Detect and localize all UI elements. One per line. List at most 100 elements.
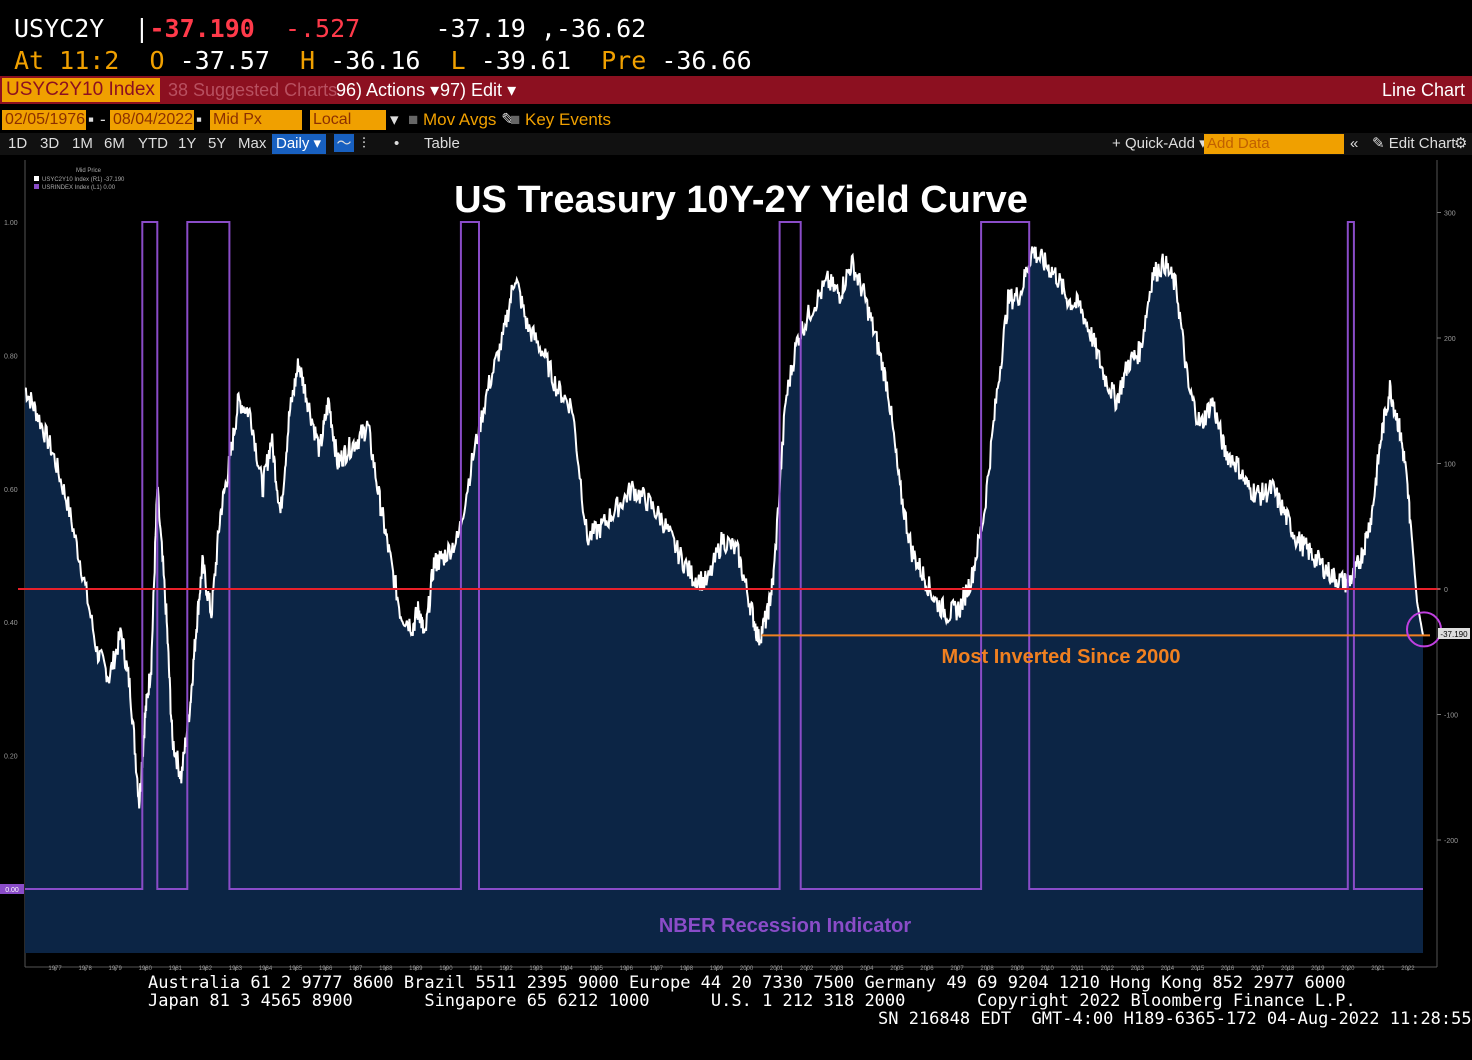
chevron-down-icon: ▾ <box>430 80 440 100</box>
period-toolbar: 1D 3D 1M 6M YTD 1Y 5Y Max Daily ▾ 〜 ⫶ • … <box>0 133 1472 155</box>
period-ytd[interactable]: YTD <box>138 135 168 152</box>
x-tick-label: 2005 <box>890 966 904 972</box>
quote-line-2: At 11:2 O -37.57 H -36.16 L -39.61 Pre -… <box>14 46 752 76</box>
key-events-label: Key Events <box>525 110 612 129</box>
plus-icon: + <box>1112 135 1121 152</box>
spread-area <box>25 246 1423 953</box>
x-tick-label: 2006 <box>920 966 934 972</box>
period-3d[interactable]: 3D <box>40 135 60 152</box>
quote-line-1: USYC2Y |-37.190 -.527 -37.19 ,-36.62 <box>14 14 647 43</box>
x-tick-label: 1978 <box>78 966 92 972</box>
most-inverted-label: Most Inverted Since 2000 <box>942 646 1181 668</box>
x-tick-label: 2013 <box>1131 966 1145 972</box>
edit-label: 97) Edit <box>440 80 503 100</box>
last-price: -37.190 <box>149 14 255 43</box>
chart-type-label: Line Chart <box>1382 80 1466 100</box>
quick-add-label: Quick-Add <box>1124 135 1195 152</box>
open-value: -37.57 <box>179 46 270 75</box>
date-toolbar: 02/05/1976 ▪ - 08/04/2022 ▪ Mid Px Local… <box>0 108 1472 148</box>
recession-value-tag: 0.00 <box>0 884 24 894</box>
security-field[interactable]: USYC2Y10 Index <box>2 78 160 102</box>
prev-value: -36.66 <box>661 46 752 75</box>
actions-menu[interactable]: 96) Actions ▾ <box>336 78 439 102</box>
pencil-icon: ✎ <box>1372 135 1385 152</box>
recession-indicator-line <box>25 221 1423 890</box>
period-5y[interactable]: 5Y <box>208 135 227 152</box>
price-field-select[interactable]: Mid Px <box>210 110 302 130</box>
pencil-icon: ✎ <box>501 110 516 129</box>
current-value-label: -37.190 <box>1440 630 1468 639</box>
table-button[interactable]: Table <box>424 135 460 152</box>
edit-chart-button[interactable]: ✎ Edit Chart <box>1372 134 1455 154</box>
gear-icon[interactable]: ⚙ <box>1454 135 1468 152</box>
left-tick-label: 0.60 <box>4 487 18 494</box>
period-6m[interactable]: 6M <box>104 135 125 152</box>
chevron-down-icon: ▾ <box>313 135 322 152</box>
x-tick-label: 1994 <box>559 966 573 972</box>
x-tick-label: 2020 <box>1341 966 1355 972</box>
x-tick-label: 1988 <box>379 966 393 972</box>
x-tick-label: 1993 <box>529 966 543 972</box>
x-tick-label: 2010 <box>1041 966 1055 972</box>
x-tick-label: 1999 <box>710 966 724 972</box>
x-tick-label: 1980 <box>139 966 153 972</box>
mov-avgs-toggle[interactable]: ■ Mov Avgs ✎ <box>408 110 515 130</box>
yield-curve-chart: 1.00 0.80 0.60 0.40 0.20 0.00 300 200 100 0 -100 -… <box>0 155 1472 975</box>
x-tick-label: 2011 <box>1071 966 1085 972</box>
ticker: USYC2Y <box>14 14 105 43</box>
period-1d[interactable]: 1D <box>8 135 28 152</box>
bar-style-icon[interactable]: ⫶ <box>362 135 366 152</box>
chart-toolbar: USYC2Y10 Index 38 Suggested Charts 96) A… <box>0 76 1472 104</box>
x-tick-label: 1984 <box>259 966 273 972</box>
collapse-icon[interactable]: « <box>1350 135 1359 152</box>
x-tick-label: 2019 <box>1311 966 1325 972</box>
chevron-down-icon: ▾ <box>507 80 517 100</box>
bid-ask: -37.19 ,-36.62 <box>435 14 647 43</box>
left-tick-label: 0.40 <box>4 620 18 627</box>
right-tick-label: 0 <box>1444 587 1448 594</box>
bullet-icon: • <box>394 135 400 152</box>
recession-indicator-label: NBER Recession Indicator <box>659 915 912 937</box>
chevron-down-icon[interactable]: ▾ <box>390 110 399 129</box>
frequency-select[interactable]: Daily ▾ <box>272 134 326 154</box>
suggested-charts-button[interactable]: 38 Suggested Charts <box>168 80 338 100</box>
footer-line-3: SN 216848 EDT GMT-4:00 H189-6365-172 04-… <box>878 1009 1472 1029</box>
start-date-input[interactable]: 02/05/1976 <box>2 110 86 130</box>
period-max[interactable]: Max <box>238 135 267 152</box>
calendar-icon[interactable]: ▪ <box>196 110 203 129</box>
right-tick-label: 300 <box>1444 211 1456 218</box>
line-chart-icon[interactable]: 〜 <box>334 134 354 152</box>
low-label: L <box>450 46 466 75</box>
legend-swatch-spread <box>34 176 39 181</box>
calendar-icon[interactable]: ▪ <box>88 110 95 129</box>
checkbox-icon: ■ <box>510 110 521 129</box>
end-date-input[interactable]: 08/04/2022 <box>110 110 194 130</box>
x-tick-label: 2000 <box>740 966 754 972</box>
right-tick-label: -200 <box>1444 838 1458 845</box>
period-1m[interactable]: 1M <box>72 135 93 152</box>
left-tick-label: 1.00 <box>4 220 18 227</box>
currency-select[interactable]: Local CCY <box>310 110 386 148</box>
key-events-toggle[interactable]: ■ Key Events <box>510 110 611 130</box>
x-tick-label: 2004 <box>860 966 874 972</box>
frequency-label: Daily <box>276 135 310 152</box>
time-label: At 11:2 <box>14 46 120 75</box>
x-tick-label: 2008 <box>980 966 994 972</box>
right-tick-label: 200 <box>1444 336 1456 343</box>
x-tick-label: 1990 <box>439 966 453 972</box>
legend: Mid Price USYC2Y10 Index (R1) -37.190 US… <box>34 168 125 191</box>
x-tick-label: 2009 <box>1010 966 1024 972</box>
chart-title: US Treasury 10Y-2Y Yield Curve <box>454 179 1028 221</box>
x-tick-label: 2014 <box>1161 966 1175 972</box>
x-tick-label: 1992 <box>499 966 513 972</box>
x-tick-label: 2012 <box>1101 966 1115 972</box>
add-data-input[interactable]: Add Data <box>1204 134 1344 154</box>
period-1y[interactable]: 1Y <box>178 135 197 152</box>
x-tick-label: 1995 <box>590 966 604 972</box>
edit-menu[interactable]: 97) Edit ▾ <box>440 78 516 102</box>
open-label: O <box>149 46 165 75</box>
x-tick-label: 2018 <box>1281 966 1295 972</box>
spread-line <box>24 245 1424 809</box>
edit-chart-label: Edit Chart <box>1388 135 1456 152</box>
quick-add-button[interactable]: + Quick-Add ▾ <box>1112 134 1207 154</box>
